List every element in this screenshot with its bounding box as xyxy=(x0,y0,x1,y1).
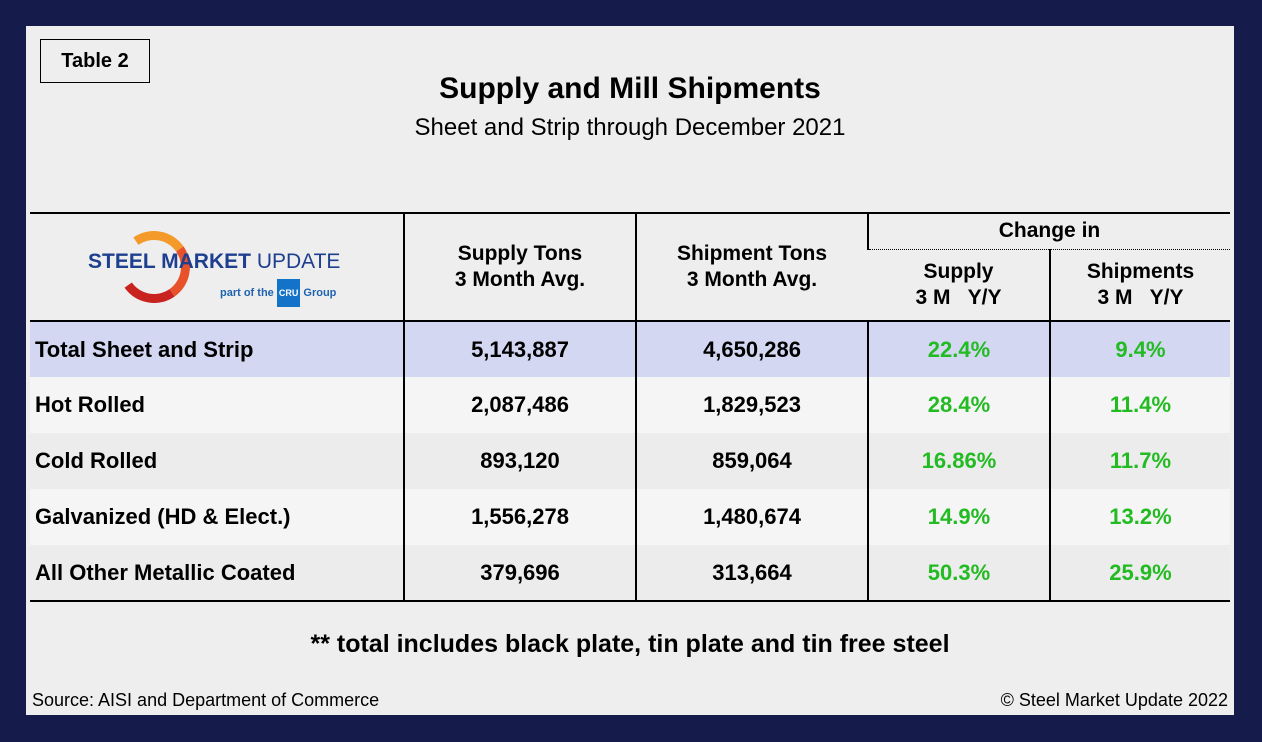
shipment-tons: 859,064 xyxy=(635,433,868,489)
table-row: Galvanized (HD & Elect.) 1,556,278 1,480,6… xyxy=(30,489,1230,545)
shipment-tons: 1,480,674 xyxy=(635,489,868,545)
shipments-change: 11.4% xyxy=(1049,377,1230,433)
steel-market-update-logo: STEEL MARKET UPDATE part of the CRU Grou… xyxy=(30,217,403,317)
copyright-text: © Steel Market Update 2022 xyxy=(1000,690,1228,710)
supply-change: 50.3% xyxy=(867,545,1050,601)
table-tag: Table 2 xyxy=(40,39,150,83)
source-text: Source: AISI and Department of Commerce xyxy=(32,690,380,710)
shipments-change: 11.7% xyxy=(1049,433,1230,489)
header-change-supply: Supply 3 M Y/Y xyxy=(915,259,1002,309)
table-row: All Other Metallic Coated 379,696 313,664 5… xyxy=(30,545,1230,601)
table-row: Total Sheet and Strip 5,143,887 4,650,286 2… xyxy=(30,321,1230,377)
shipments-change: 25.9% xyxy=(1049,545,1230,601)
supply-change: 22.4% xyxy=(867,321,1050,377)
supply-tons: 893,120 xyxy=(403,433,636,489)
logo-part: part of the xyxy=(220,287,274,299)
shipments-change: 13.2% xyxy=(1049,489,1230,545)
header-shipments: Shipment Tons 3 Month Avg. xyxy=(635,213,868,322)
row-label: Cold Rolled xyxy=(35,448,158,473)
shipments-change: 9.4% xyxy=(1049,321,1230,377)
supply-tons: 1,556,278 xyxy=(403,489,636,545)
cru-badge: CRU xyxy=(276,279,301,307)
row-label: Galvanized (HD & Elect.) xyxy=(35,504,291,529)
page-subtitle: Sheet and Strip through December 2021 xyxy=(414,114,846,141)
supply-change: 16.86% xyxy=(867,433,1050,489)
logo-text-update: UPDATE xyxy=(256,250,341,273)
header-change-shipments: Shipments 3 M Y/Y xyxy=(1049,249,1230,321)
supply-tons: 379,696 xyxy=(403,545,636,601)
supply-change: 28.4% xyxy=(867,377,1050,433)
row-label: All Other Metallic Coated xyxy=(35,559,296,585)
supply-change: 14.9% xyxy=(867,489,1050,545)
table-panel: Table 2 Supply and Mill Shipments Sheet … xyxy=(26,26,1234,715)
supply-tons: 5,143,887 xyxy=(403,321,636,377)
row-label: Total Sheet and Strip xyxy=(35,336,254,362)
footnote: ** total includes black plate, tin plate… xyxy=(310,630,950,658)
header-change-in: Change in xyxy=(867,213,1230,250)
shipment-tons: 4,650,286 xyxy=(635,321,868,377)
data-table: STEEL MARKET UPDATE part of the CRU Grou… xyxy=(30,212,1230,602)
logo-cell: STEEL MARKET UPDATE part of the CRU Grou… xyxy=(30,213,404,322)
logo-text: STEEL MARKET xyxy=(88,250,251,273)
supply-tons: 2,087,486 xyxy=(403,377,636,433)
header-supply: Supply Tons 3 Month Avg. xyxy=(403,213,636,322)
row-label: Hot Rolled xyxy=(35,392,145,417)
table-row: Cold Rolled 893,120 859,064 16.86% 11.7% xyxy=(30,433,1230,489)
shipment-tons: 1,829,523 xyxy=(635,377,868,433)
logo-group: Group xyxy=(303,287,337,299)
page-title: Supply and Mill Shipments xyxy=(439,72,821,105)
shipment-tons: 313,664 xyxy=(635,545,868,601)
table-row: Hot Rolled 2,087,486 1,829,523 28.4% 11.4% xyxy=(30,377,1230,433)
